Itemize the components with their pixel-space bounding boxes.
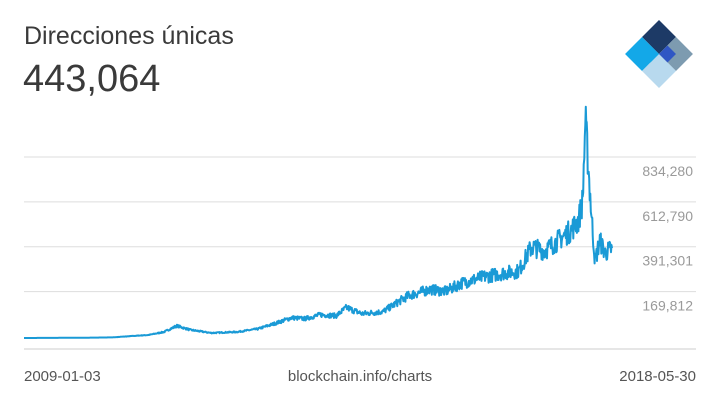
y-tick-label: 834,280 — [642, 163, 693, 179]
blockchain-logo-icon — [625, 20, 693, 88]
x-axis-end-date: 2018-05-30 — [619, 368, 696, 385]
series-line — [23, 105, 613, 339]
y-tick-label: 391,301 — [642, 253, 693, 269]
chart-title: Direcciones únicas — [24, 22, 234, 50]
grid-lines — [24, 156, 696, 350]
x-axis-start-date: 2009-01-03 — [24, 368, 101, 385]
y-tick-label: 612,790 — [642, 208, 693, 224]
source-link[interactable]: blockchain.info/charts — [287, 368, 433, 385]
y-tick-label: 169,812 — [642, 298, 693, 314]
current-value: 443,064 — [23, 58, 161, 100]
y-tick-labels: 169,812 391,301 612,790 834,280 — [642, 163, 693, 314]
